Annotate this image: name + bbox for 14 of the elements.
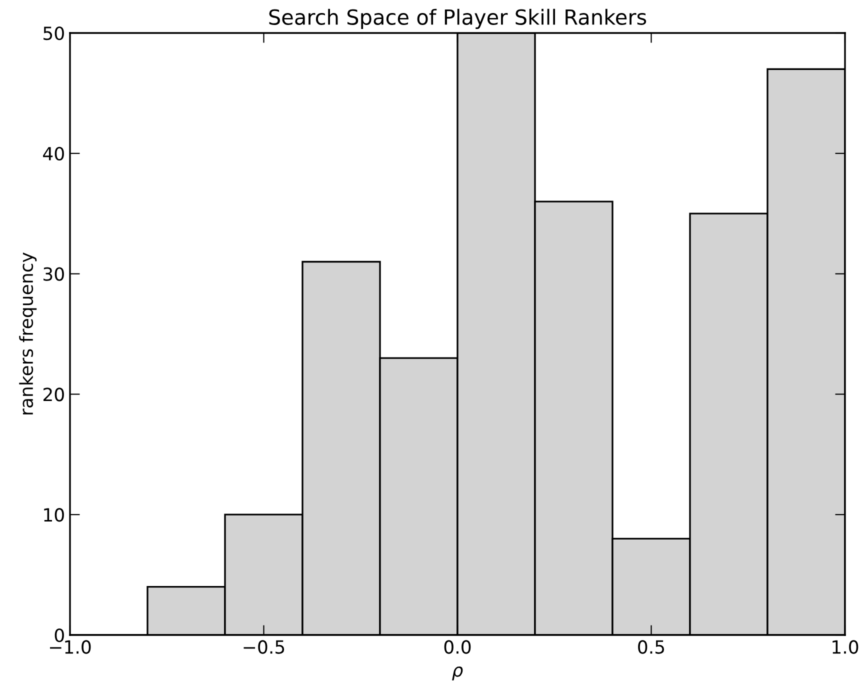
x-tick-label: 1.0 — [832, 640, 858, 654]
y-tick-label: 10 — [44, 508, 64, 522]
chart-title: Search Space of Player Skill Rankers — [269, 8, 646, 29]
y-tick-label: 20 — [43, 388, 64, 402]
y-tick-label: 30 — [44, 267, 64, 281]
y-axis-title: rankers frequency — [19, 252, 37, 414]
y-tick-label: 50 — [44, 26, 64, 40]
x-tick-label: 0.5 — [638, 640, 664, 654]
x-tick-label: −0.5 — [244, 640, 284, 654]
x-tick-label: 0.0 — [444, 640, 471, 654]
x-axis-title: ρ — [452, 666, 463, 680]
x-tick-label: −1.0 — [50, 640, 91, 654]
y-tick-label: 40 — [43, 146, 64, 161]
y-tick-label: 0 — [54, 628, 64, 642]
